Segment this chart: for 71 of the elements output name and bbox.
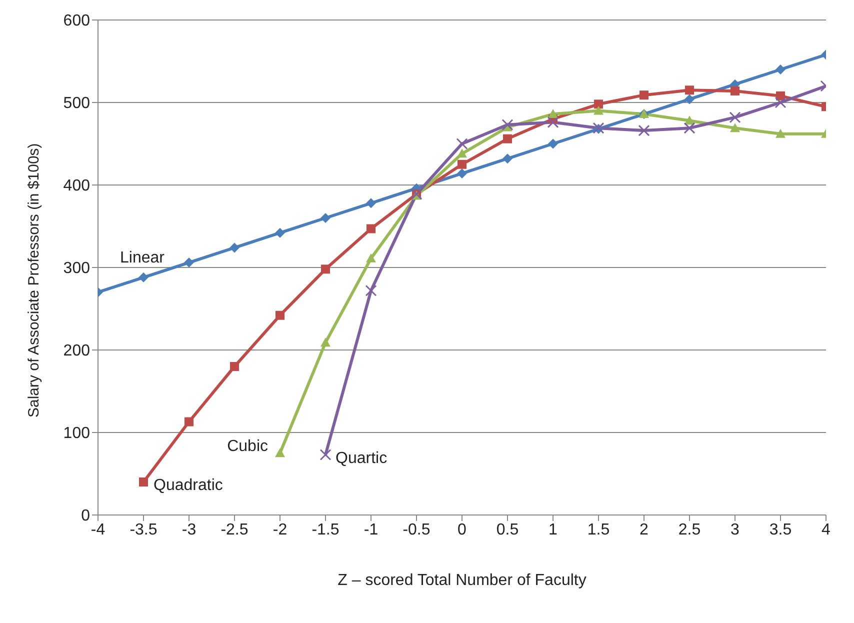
x-tick-label: -0.5 (402, 521, 430, 538)
series-label: Quadratic (154, 477, 223, 494)
point (366, 253, 376, 262)
y-tick-label: 200 (63, 342, 90, 360)
point (365, 284, 377, 296)
x-tick-label: -2.5 (220, 521, 248, 538)
point (729, 112, 741, 124)
point (502, 154, 512, 164)
point (320, 338, 330, 347)
point (366, 224, 376, 234)
x-tick-label: 2.5 (678, 521, 701, 538)
point (640, 90, 648, 100)
point (685, 86, 694, 95)
point (184, 417, 194, 426)
point (684, 122, 696, 134)
point (776, 64, 786, 74)
x-tick-label: -2 (272, 521, 288, 538)
series-label: Linear (120, 249, 166, 266)
point (548, 138, 558, 149)
x-tick-label: 4 (822, 521, 831, 538)
point (638, 124, 650, 136)
point (139, 478, 148, 486)
point (276, 310, 284, 320)
x-tick-label: 0.5 (496, 521, 519, 538)
point (502, 119, 514, 131)
x-tick-label: -1 (364, 521, 378, 538)
point (730, 123, 740, 132)
point (321, 264, 330, 274)
point (594, 100, 603, 109)
point (774, 96, 786, 108)
point (275, 448, 285, 458)
x-axis-title: Z – scored Total Number of Faculty (338, 572, 586, 589)
y-tick-label: 100 (63, 425, 90, 442)
x-tick-label: 2 (640, 521, 649, 538)
x-tick-label: 1.5 (587, 521, 610, 538)
point (503, 134, 512, 144)
y-tick-label: 400 (63, 178, 90, 195)
point (138, 272, 148, 282)
point (458, 160, 466, 169)
point (366, 198, 376, 208)
point (275, 228, 285, 238)
y-axis-title: Salary of Associate Professors (in $100s) (25, 143, 42, 418)
point (684, 116, 694, 125)
series-label: Quartic (336, 450, 388, 467)
point (456, 138, 468, 150)
y-tick-label: 0 (81, 508, 90, 525)
point (547, 116, 559, 128)
point (320, 449, 332, 461)
point (730, 86, 740, 96)
y-tick-label: 600 (63, 12, 90, 30)
point (776, 128, 786, 138)
point (230, 362, 239, 371)
x-tick-label: -4 (90, 521, 106, 538)
x-tick-label: -3 (182, 521, 196, 538)
x-tick-label: 1 (548, 521, 558, 538)
x-tick-label: 0 (458, 521, 467, 538)
x-tick-label: 3 (730, 521, 740, 538)
point (548, 109, 558, 118)
x-tick-label: -1.5 (312, 521, 340, 538)
point (230, 242, 240, 253)
point (184, 258, 194, 268)
series-label: Cubic (227, 438, 268, 456)
point (320, 213, 330, 223)
y-tick-label: 500 (63, 95, 90, 112)
point (457, 148, 467, 158)
point (457, 168, 467, 178)
point (594, 106, 604, 115)
point (684, 94, 694, 104)
x-tick-label: 3.5 (769, 521, 792, 538)
x-tick-label: -3.5 (130, 521, 158, 538)
y-tick-label: 300 (63, 260, 90, 278)
